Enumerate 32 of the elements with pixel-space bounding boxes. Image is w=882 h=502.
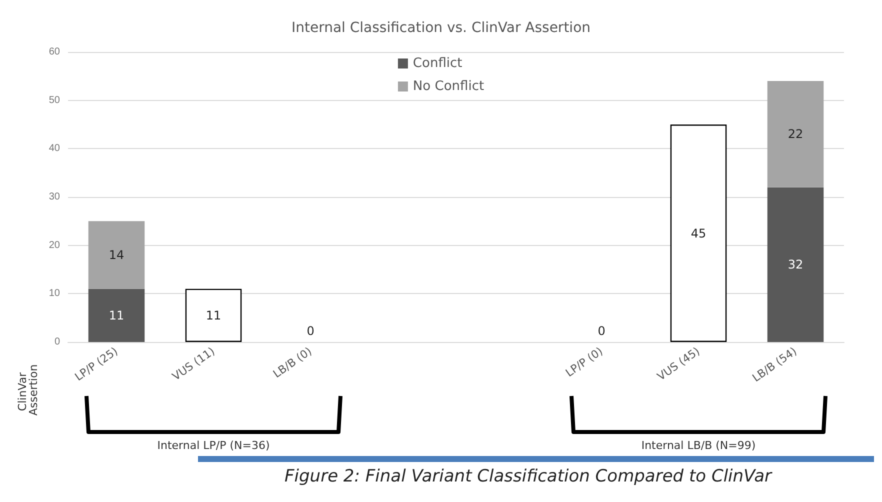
x-tick-label: VUS (45) [654,344,702,384]
y-tick-label: 50 [48,94,60,106]
bar [670,124,727,342]
bar [88,288,145,342]
data-label: 22 [788,127,804,142]
data-label: 11 [206,308,222,322]
bar [767,187,824,342]
chart-title: Internal Classification vs. ClinVar Assertion [291,20,591,36]
legend-label: Conflict [412,56,462,71]
x-tick-label: LP/P (25) [72,344,120,384]
data-label: 11 [108,308,124,322]
y-tick-label: 60 [48,46,60,58]
caption: Figure 2: Final Variant Classification Compared to ClinVar [284,466,772,486]
data-label: 45 [690,226,706,240]
x-tick-label: LP/P (0) [563,344,606,380]
x-tick-label: VUS (11) [170,344,218,384]
text: Internal LP/P (N=36) [157,439,270,452]
y-axis-title: ClinVar Assertion [16,364,40,416]
y-tick-label: 30 [48,192,60,202]
data-label: 0 [598,324,606,338]
y-tick-label: 20 [48,240,60,251]
y-tick-label: 10 [48,288,60,300]
y-tick-label: 0 [54,336,60,348]
data-label: 14 [108,248,124,262]
bar [767,81,824,188]
bar [185,288,242,342]
text: Internal LB/B (N=99) [641,439,756,452]
data-label: 0 [306,324,314,338]
y-tick-label: 40 [48,143,60,154]
bar [88,221,145,289]
data-label: 32 [788,258,804,272]
legend-label: No Conflict [412,79,484,94]
